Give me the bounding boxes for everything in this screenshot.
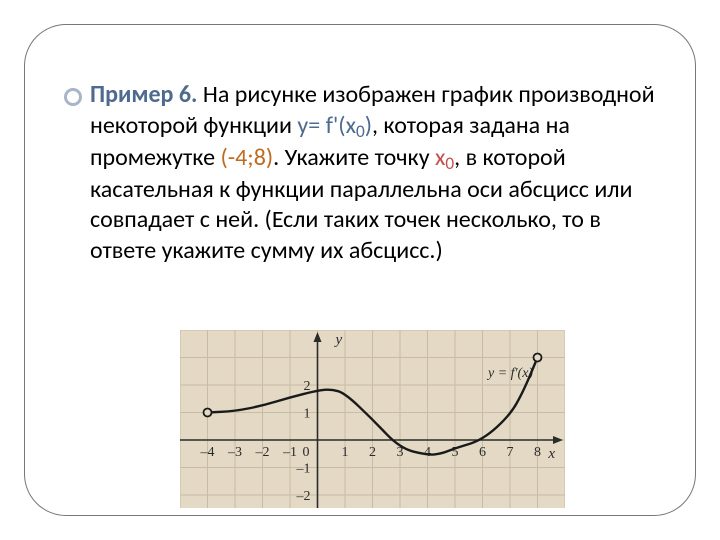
text-block: Пример 6. На рисунке изображен график пр… [64,80,664,267]
svg-text:1: 1 [304,407,311,422]
svg-text:–4: –4 [200,445,215,460]
chart: yx–4–3–2–112345678012–1–2y = f'(x) [180,330,565,508]
svg-text:1: 1 [342,445,349,460]
example-label: Пример 6. [90,80,197,109]
svg-text:6: 6 [479,445,486,460]
svg-text:–2: –2 [296,489,311,504]
slide: Пример 6. На рисунке изображен график пр… [0,0,720,540]
paragraph: Пример 6. На рисунке изображен график пр… [90,80,664,267]
svg-text:7: 7 [507,445,514,460]
svg-text:x: x [547,446,555,462]
text-3: . Укажите точку [273,143,435,172]
interval: (-4;8) [221,143,274,172]
svg-text:–1: –1 [282,445,297,460]
x0: х0 [435,143,454,172]
svg-text:–1: –1 [296,462,311,477]
svg-text:2: 2 [369,445,376,460]
bullet-row: Пример 6. На рисунке изображен график пр… [64,80,664,267]
svg-text:8: 8 [534,445,541,460]
bullet-icon [64,88,82,106]
svg-text:–2: –2 [255,445,270,460]
formula-y: y= f'(x0) [297,111,372,140]
svg-text:–3: –3 [227,445,242,460]
svg-text:0: 0 [303,445,310,460]
svg-text:4: 4 [424,445,431,460]
svg-text:y = f'(x): y = f'(x) [486,366,533,381]
svg-text:y: y [334,332,343,348]
chart-svg: yx–4–3–2–112345678012–1–2y = f'(x) [180,330,565,508]
